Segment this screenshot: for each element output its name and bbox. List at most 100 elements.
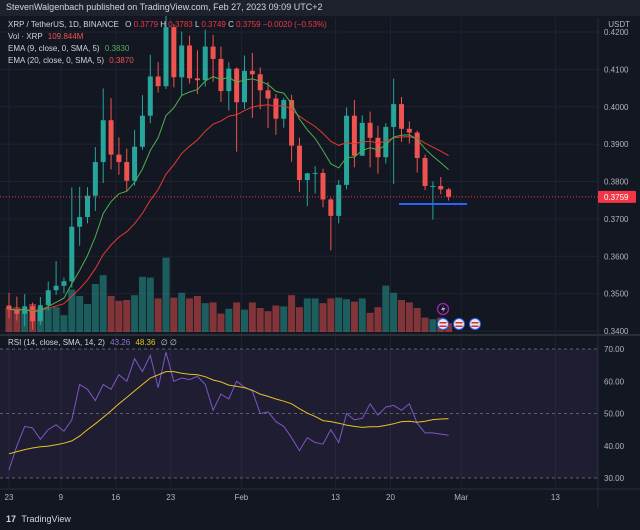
ema9-value: 0.3830 (104, 44, 130, 53)
volume-bar-up (99, 275, 107, 332)
volume-bar-down (398, 300, 405, 332)
ema9-label: EMA (9, close, 0, SMA, 5) (8, 44, 100, 53)
legend-volume-row[interactable]: Vol · XRP 109.844M (8, 32, 83, 41)
ema20-value: 0.3870 (109, 56, 134, 65)
ema-lines (8, 76, 449, 313)
rsi-tick-label: 70.00 (604, 345, 625, 354)
candle-down (249, 70, 255, 75)
volume-bar-up (335, 297, 343, 332)
candle-down (194, 78, 200, 81)
volume-bar-up (429, 319, 437, 332)
price-axis: 0.4200 0.4100 0.4000 0.3900 0.3800 0.3700 0.36… (598, 28, 636, 483)
rsi-extra-value: ∅ ∅ (160, 338, 177, 347)
volume-bar-down (154, 298, 162, 332)
candle-down (289, 100, 295, 146)
price-tick-label: 0.4100 (604, 65, 629, 74)
candle-up (163, 27, 169, 87)
rsi-ma-line (8, 371, 449, 455)
candle-up (100, 120, 106, 163)
candle-down (14, 309, 20, 314)
volume-bar-down (170, 297, 178, 332)
ema9-line (8, 76, 449, 313)
volume-bar-down (256, 308, 264, 332)
price-tick-label: 0.3600 (604, 252, 629, 261)
legend-ema9-row[interactable]: EMA (9, close, 0, SMA, 5) 0.3830 (8, 44, 129, 53)
volume-bar-down (193, 296, 201, 332)
rsi-tick-label: 40.00 (604, 442, 625, 451)
flag-stripe-icon (455, 325, 463, 327)
volume-bar-up (76, 296, 84, 332)
candle-down (328, 199, 334, 216)
legend-ema20-row[interactable]: EMA (20, close, 0, SMA, 5) 0.3870 (8, 56, 134, 65)
current-price-label: 0.3759 (604, 193, 629, 202)
volume-bar-down (295, 307, 303, 332)
price-tick-label: 0.4200 (604, 28, 629, 37)
volume-bar-up (390, 292, 398, 332)
price-tick-label: 0.3900 (604, 140, 629, 149)
time-tick-label: Feb (234, 493, 248, 502)
volume-label: Vol · XRP (8, 32, 43, 41)
volume-bar-down (5, 308, 13, 332)
volume-bar-up (84, 304, 91, 332)
volume-bar-down (319, 303, 327, 332)
current-price-badge (598, 190, 636, 203)
volume-bar-down (421, 317, 429, 332)
candle-down (30, 306, 36, 322)
time-tick-label: 16 (111, 493, 120, 502)
publisher-text: StevenWalgenbach published on TradingVie… (6, 2, 323, 12)
price-tick-label: 0.3400 (604, 327, 629, 336)
candle-down (171, 27, 177, 78)
time-tick-label: 23 (166, 493, 175, 502)
ohlc-l-value: 0.3749 (201, 20, 226, 29)
candle-down (218, 58, 224, 92)
candle-up (391, 104, 397, 127)
price-tick-label: 0.3700 (604, 215, 629, 224)
candle-up (77, 217, 83, 227)
ohlc-l-label: L (194, 20, 200, 29)
candle-up (132, 146, 138, 181)
candle-down (320, 172, 326, 200)
candle-up (69, 226, 75, 282)
candle-down (265, 90, 271, 99)
price-tick-label: 0.3500 (604, 290, 629, 299)
volume-bar-down (413, 308, 421, 332)
volume-bar-up (44, 308, 52, 332)
ohlc-c-value: 0.3759 (236, 20, 261, 29)
tradingview-logo: 17 (6, 514, 17, 524)
volume-bar-down (445, 323, 453, 332)
ohlc-h-label: H (160, 20, 167, 29)
candle-down (446, 189, 452, 197)
candle-down (124, 162, 130, 181)
candle-up (359, 122, 365, 156)
candle-down (108, 120, 114, 155)
ohlc-c-label: C (228, 20, 234, 29)
legend-rsi-row[interactable]: RSI (14, close, SMA, 14, 2) 43.26 48.36 … (8, 338, 177, 347)
volume-bar-down (327, 298, 335, 332)
flag-stripe-icon (439, 322, 447, 324)
candle-up (22, 306, 28, 314)
candle-down (234, 68, 240, 103)
rsi-band (0, 349, 598, 478)
candle-down (273, 98, 279, 119)
publisher-header: StevenWalgenbach published on TradingVie… (0, 0, 640, 16)
volume-bar-up (343, 299, 351, 332)
candle-down (210, 46, 216, 59)
ohlc-h-value: 0.3783 (168, 20, 193, 29)
candle-up (383, 126, 389, 158)
candle-down (399, 104, 404, 129)
candle-up (61, 281, 67, 286)
time-tick-label: 23 (5, 493, 14, 502)
volume-bar-down (209, 302, 217, 332)
symbol-label[interactable]: XRP / TetherUS, 1D, BINANCE (8, 20, 119, 29)
volume-bar-up (303, 298, 311, 332)
volume-bar-up (52, 307, 60, 332)
candle-down (257, 74, 263, 91)
rsi-tick-label: 30.00 (604, 474, 625, 483)
volume-bar-up (280, 306, 288, 332)
flag-stripe-icon (455, 322, 463, 324)
volume-bar-down (248, 302, 256, 332)
volume-bar-down (217, 313, 225, 332)
volume-bar-up (311, 298, 319, 332)
time-tick-label: 9 (59, 493, 64, 502)
